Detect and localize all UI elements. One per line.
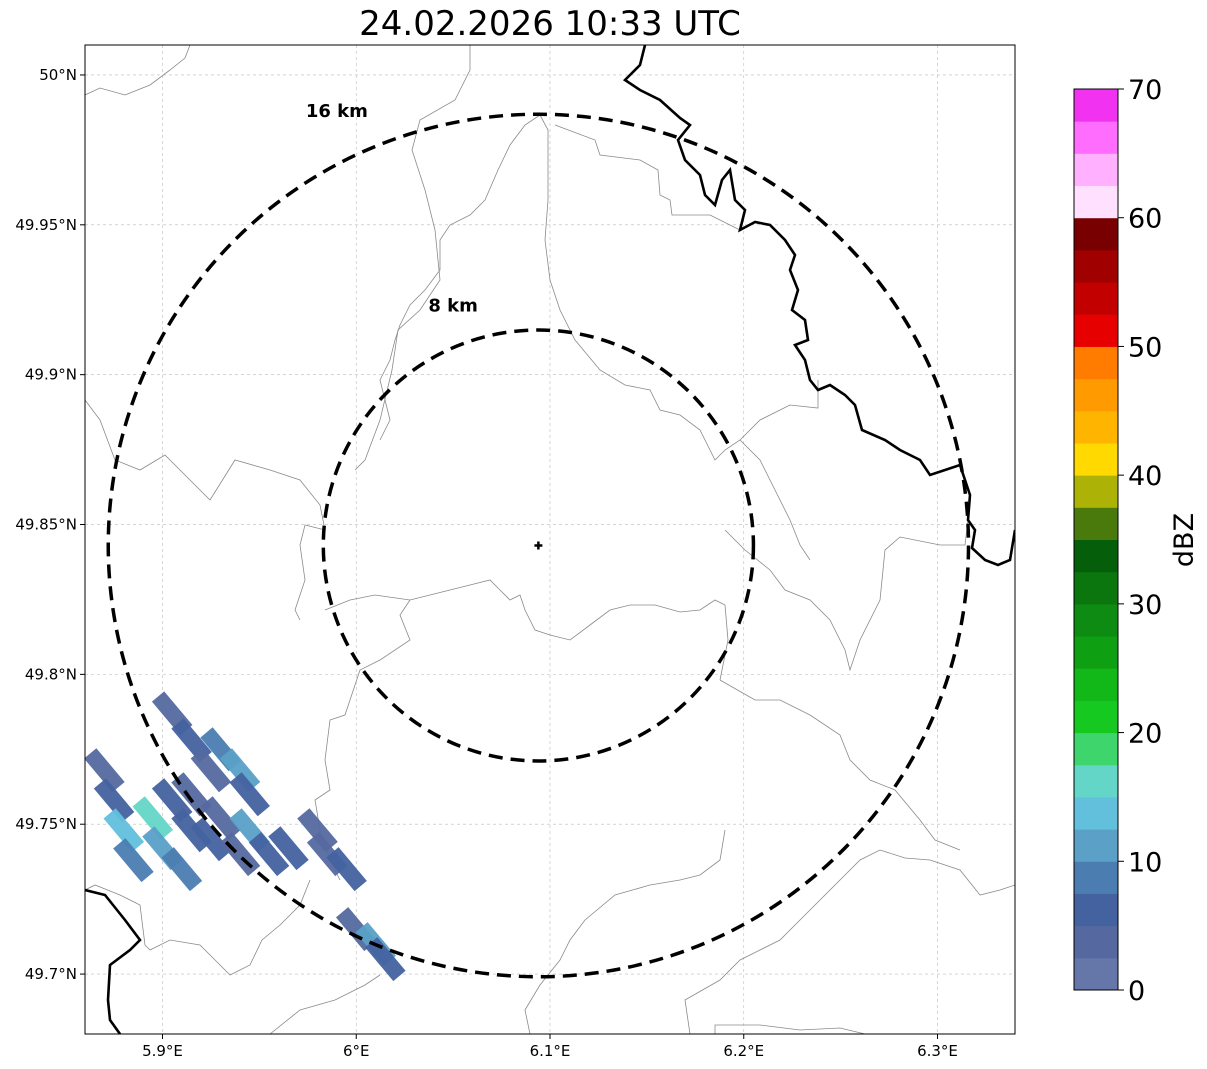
radar-echo-cell [248,832,290,877]
radar-echo-cell [93,778,135,823]
colorbar-frame [1073,88,1119,991]
radar-echo-cell [190,817,232,862]
colorbar-segment [1074,732,1118,766]
colorbar-segment [1074,378,1118,412]
colorbar-tick-label: 20 [1128,719,1162,750]
colorbar-segment [1074,314,1118,347]
radar-echo-cell [229,772,270,817]
colorbar-segment [1074,539,1118,573]
colorbar-tick-label: 30 [1128,590,1162,621]
colorbar-segment [1074,89,1118,122]
colorbar-tick-label: 50 [1128,332,1162,363]
colorbar-segment [1074,121,1118,154]
radar-echo-cell [268,826,309,871]
radar-echo-cell [190,748,232,793]
radar-site-marker [534,541,543,550]
radar-echo-cell [365,937,406,982]
colorbar-segment [1074,153,1118,187]
colorbar-segment [1074,410,1118,444]
colorbar-tick-label: 40 [1128,461,1162,492]
colorbar-tick-label: 10 [1128,847,1162,878]
lon-tick-label: 6.1°E [530,1042,571,1060]
range-ring-label: 16 km [306,101,368,122]
radar-echo-cell [132,796,174,841]
range-ring [106,112,971,979]
colorbar-segment [1074,249,1118,283]
colorbar-segment [1074,507,1118,540]
lon-tick-label: 6°E [343,1042,370,1060]
colorbar-segment [1074,957,1118,991]
lon-tick-label: 5.9°E [142,1042,183,1060]
lat-tick-label: 50°N [39,66,77,84]
colorbar-label: dBZ [1169,513,1200,567]
colorbar-segment [1074,442,1118,476]
colorbar-segment [1074,861,1118,894]
lat-tick-label: 49.8°N [25,665,77,683]
map-title: 24.02.2026 10:33 UTC [359,4,741,44]
radar-echo-cell [200,796,241,841]
colorbar-segment [1074,796,1118,830]
map-axes: 5.9°E 6°E 6.1°E 6.2°E 6.3°E 49.7°N 49.75°N 49.8… [15,66,958,1060]
colorbar-segment [1074,893,1118,927]
colorbar-tick-label: 70 [1128,75,1162,106]
colorbar-segment [1074,217,1118,251]
dbz-colorbar: 0 10 20 30 40 50 60 70 dBZ [1073,75,1200,1007]
colorbar-segment [1074,636,1118,669]
lon-tick-label: 6.2°E [723,1042,764,1060]
lat-tick-label: 49.75°N [15,815,77,833]
colorbar-segment [1074,346,1118,380]
radar-echo-cell [297,808,338,853]
colorbar-segment [1074,764,1118,798]
radar-echo-cell [161,847,203,892]
colorbar-segment [1074,603,1118,637]
lat-tick-label: 49.95°N [15,216,77,234]
colorbar-segment [1074,571,1118,605]
radar-echo-cell [85,748,125,793]
radar-echo-cell [326,847,367,892]
radar-echo-cell [113,838,154,883]
lat-tick-label: 49.7°N [25,965,77,983]
range-ring [321,328,756,763]
map-gridlines [85,45,1015,1034]
radar-echo-cell [171,808,212,853]
colorbar-tick-label: 0 [1128,976,1145,1007]
lon-tick-label: 6.3°E [917,1042,958,1060]
national-border [85,45,1015,1034]
colorbar-segment [1074,185,1118,219]
admin-boundaries [85,45,1015,1034]
lat-tick-label: 49.85°N [15,516,77,534]
colorbar-tick-label: 60 [1128,204,1162,235]
radar-echo-cell [219,748,261,793]
radar-echo-cell [103,808,145,853]
colorbar-segment [1074,925,1118,959]
radar-echo-cell [171,772,212,817]
range-rings: 8 km 16 km [106,101,971,979]
colorbar-segment [1074,475,1118,508]
colorbar-segment [1074,829,1118,862]
colorbar-segment [1074,282,1118,315]
range-ring-label: 8 km [428,296,478,317]
colorbar-segment [1074,668,1118,701]
lat-tick-label: 49.9°N [25,366,77,384]
colorbar-segment [1074,700,1118,734]
